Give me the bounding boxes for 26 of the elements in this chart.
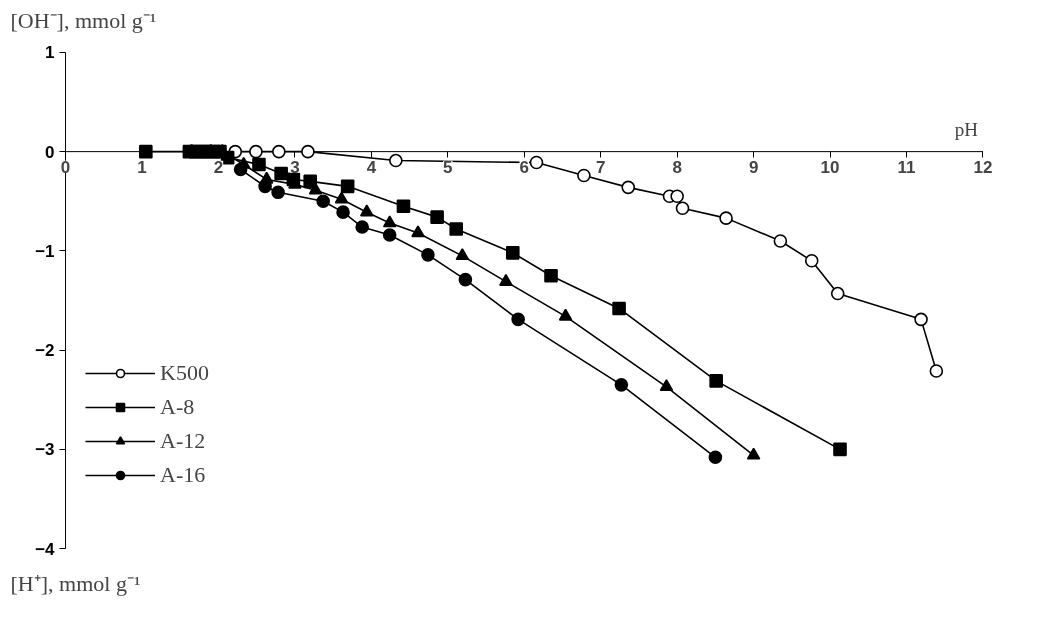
legend-label: A-12 [160,428,206,454]
x-tick-label: 1 [137,157,147,177]
x-tick-label: 3 [290,157,300,177]
x-tick-label: 9 [748,157,759,177]
x-tick-label: 0 [60,157,71,177]
x-axis-title: pH [954,118,979,140]
x-tick-label: 7 [595,157,606,177]
x-tick-label: 8 [672,157,682,177]
legend-label: A-8 [160,394,195,420]
x-tick-label: 11 [897,157,916,177]
x-tick-label: 12 [973,157,993,177]
legend-label: A-16 [160,462,206,488]
x-tick-label: 2 [213,157,224,177]
x-tick-label: 4 [366,157,377,177]
y-tick-label: 1 [45,43,55,63]
y-axis-title: [OH⁻], mmol g⁻¹ [10,7,157,33]
y-tick-label: −3 [35,440,55,460]
y-tick-label: −4 [35,539,56,559]
y-tick-label: −2 [35,341,55,361]
y-tick-label: 0 [45,142,55,162]
x-tick-label: 5 [443,157,453,177]
x-tick-label: 6 [519,157,529,177]
x-tick-label: 10 [820,157,840,177]
legend-label: K500 [160,360,209,386]
text: [H⁺], mmol g⁻¹ [10,570,141,596]
y-tick-label: −1 [35,241,55,261]
